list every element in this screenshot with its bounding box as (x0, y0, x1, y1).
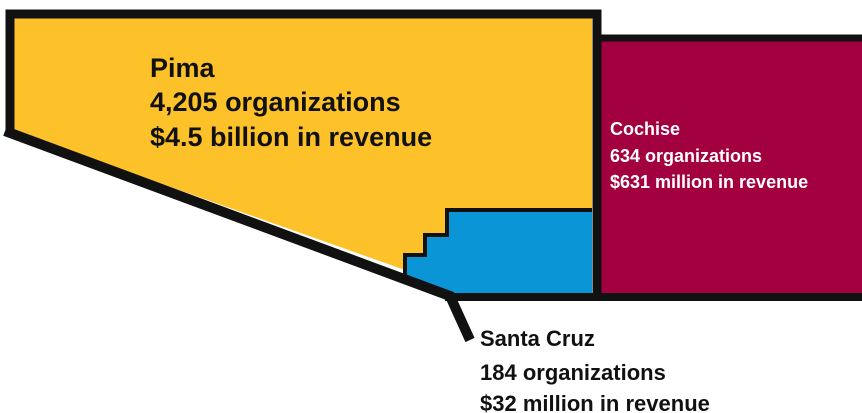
borders (3, 9, 862, 343)
region-name: Pima (150, 53, 216, 83)
region-revenue: $4.5 billion in revenue (150, 122, 432, 152)
region-revenue: $32 million in revenue (480, 391, 710, 413)
border (403, 208, 592, 275)
region-name: Cochise (610, 119, 680, 139)
border (5, 9, 602, 297)
cochise-region (594, 38, 862, 297)
santa-cruz-region (405, 210, 592, 297)
pima-region (10, 14, 592, 270)
region-organizations: 634 organizations (610, 146, 762, 166)
region-name: Santa Cruz (480, 326, 595, 351)
region-revenue: $631 million in revenue (610, 172, 808, 192)
region-organizations: 4,205 organizations (150, 87, 401, 117)
region-organizations: 184 organizations (480, 360, 666, 385)
border (3, 126, 475, 343)
